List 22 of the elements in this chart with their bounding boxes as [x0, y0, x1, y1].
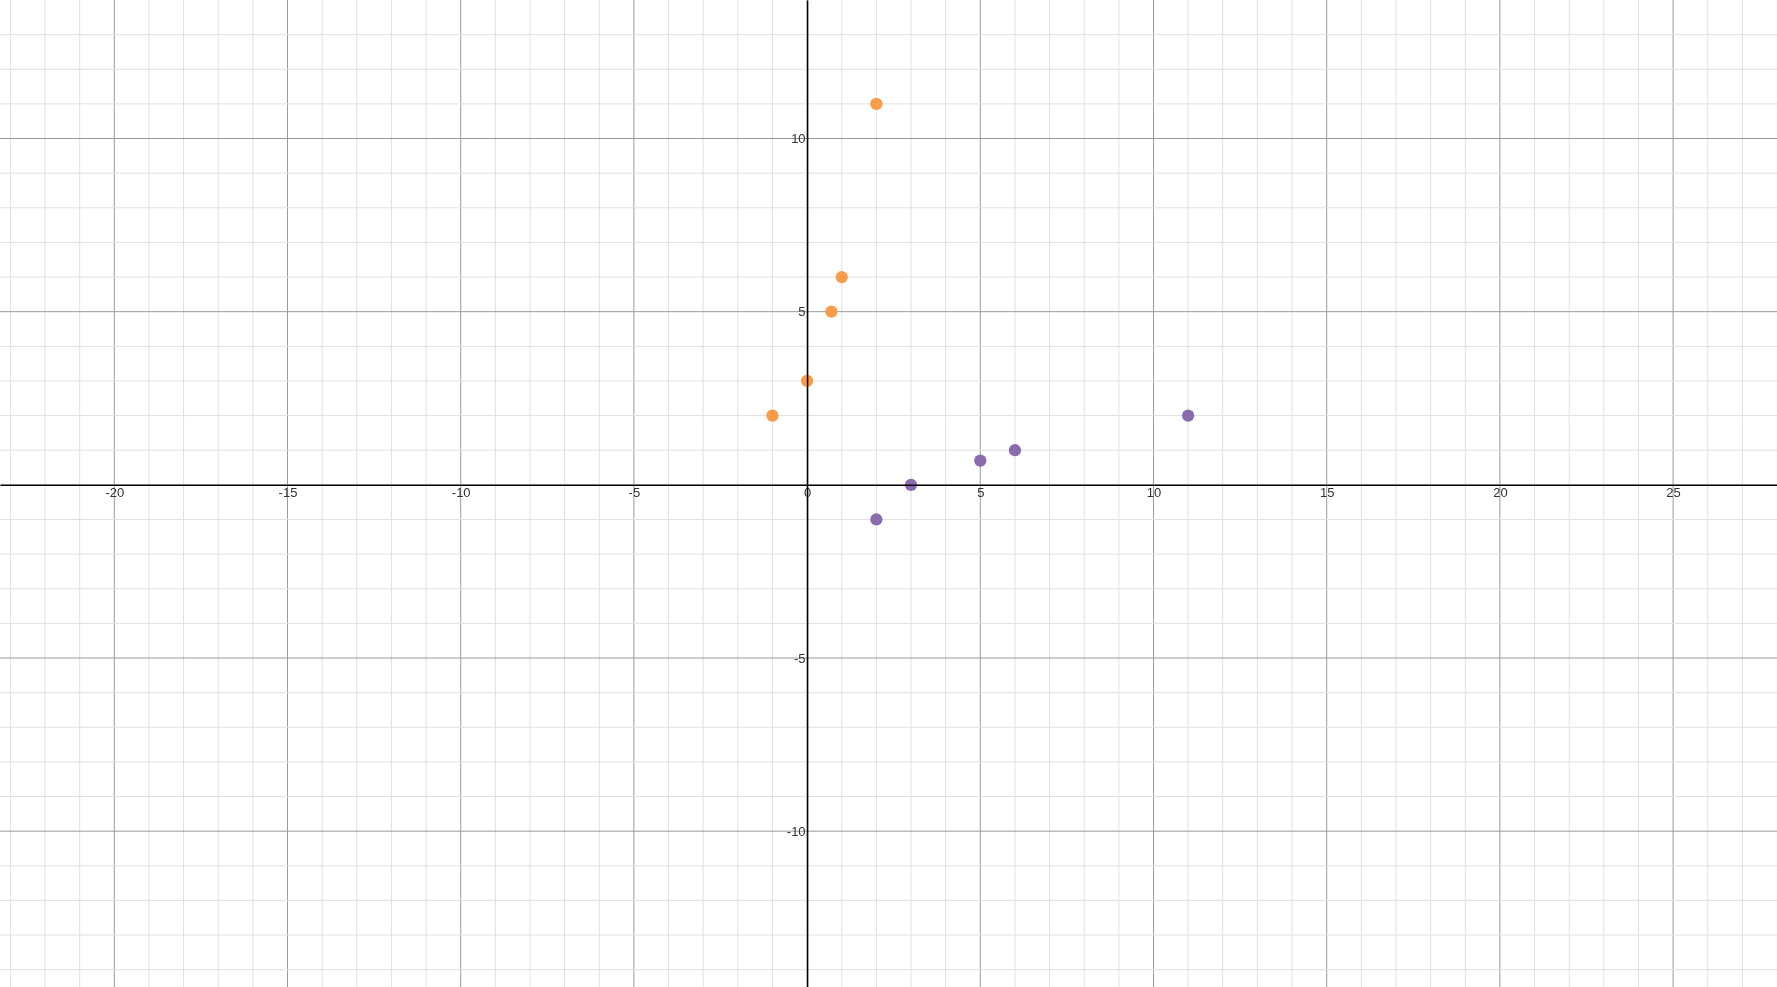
x-tick-label: -20	[105, 485, 125, 501]
x-tick-label: 20	[1493, 485, 1508, 501]
x-tick-label: -15	[278, 485, 298, 501]
point	[1182, 409, 1195, 422]
point	[766, 409, 779, 422]
y-tick-label: -10	[786, 823, 806, 839]
point	[800, 374, 814, 388]
y-tick-label: 5	[798, 304, 806, 320]
x-tick-label: 25	[1666, 485, 1681, 501]
x-tick-label: 5	[977, 485, 985, 501]
point	[974, 454, 987, 467]
point	[1008, 444, 1022, 457]
y-tick-label: -5	[794, 650, 806, 666]
x-tick-label: 10	[1146, 485, 1162, 501]
point	[825, 305, 838, 318]
x-tick-label: 15	[1319, 485, 1335, 501]
x-tick-label: -5	[628, 485, 641, 501]
point	[835, 270, 848, 284]
y-tick-label: 10	[791, 131, 806, 147]
point	[870, 97, 883, 111]
point	[870, 513, 883, 526]
x-tick-label: -10	[451, 485, 471, 501]
